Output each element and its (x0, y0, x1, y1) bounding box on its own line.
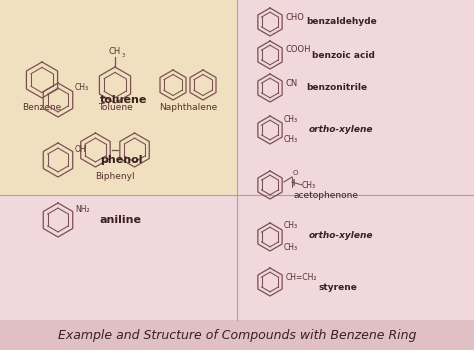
Text: 3: 3 (122, 53, 126, 58)
Text: COOH: COOH (286, 46, 311, 55)
Text: OH: OH (75, 145, 87, 154)
Text: CH₃: CH₃ (284, 114, 298, 124)
Text: Toluene: Toluene (98, 103, 132, 112)
Text: ortho-xylene: ortho-xylene (309, 125, 374, 133)
Text: CHO: CHO (286, 13, 305, 21)
Text: O: O (293, 170, 298, 176)
Text: Biphenyl: Biphenyl (95, 172, 135, 181)
Text: acetophenone: acetophenone (294, 190, 359, 199)
Text: CH₃: CH₃ (75, 84, 89, 92)
Text: styrene: styrene (319, 282, 358, 292)
Text: CH₃: CH₃ (284, 243, 298, 252)
Text: CH₃: CH₃ (302, 181, 316, 189)
Text: CN: CN (286, 79, 298, 89)
Bar (0, 0, 237, 195)
Text: phenol: phenol (100, 155, 143, 165)
Text: ortho-xylene: ortho-xylene (309, 231, 374, 240)
Text: aniline: aniline (100, 215, 142, 225)
Text: CH₃: CH₃ (284, 135, 298, 145)
Bar (0, 320, 474, 350)
Text: NH₂: NH₂ (75, 204, 90, 214)
Text: CH₃: CH₃ (284, 222, 298, 231)
Text: benzonitrile: benzonitrile (306, 84, 367, 92)
Text: Example and Structure of Compounds with Benzene Ring: Example and Structure of Compounds with … (58, 329, 416, 342)
Text: Benzene: Benzene (22, 103, 62, 112)
Text: ‖: ‖ (291, 178, 295, 186)
Text: CH: CH (109, 47, 121, 56)
Text: toluene: toluene (100, 95, 147, 105)
Text: CH=CH₂: CH=CH₂ (286, 273, 318, 282)
Text: Naphthalene: Naphthalene (159, 103, 217, 112)
Text: benzaldehyde: benzaldehyde (306, 18, 377, 27)
Text: benzoic acid: benzoic acid (312, 50, 375, 60)
